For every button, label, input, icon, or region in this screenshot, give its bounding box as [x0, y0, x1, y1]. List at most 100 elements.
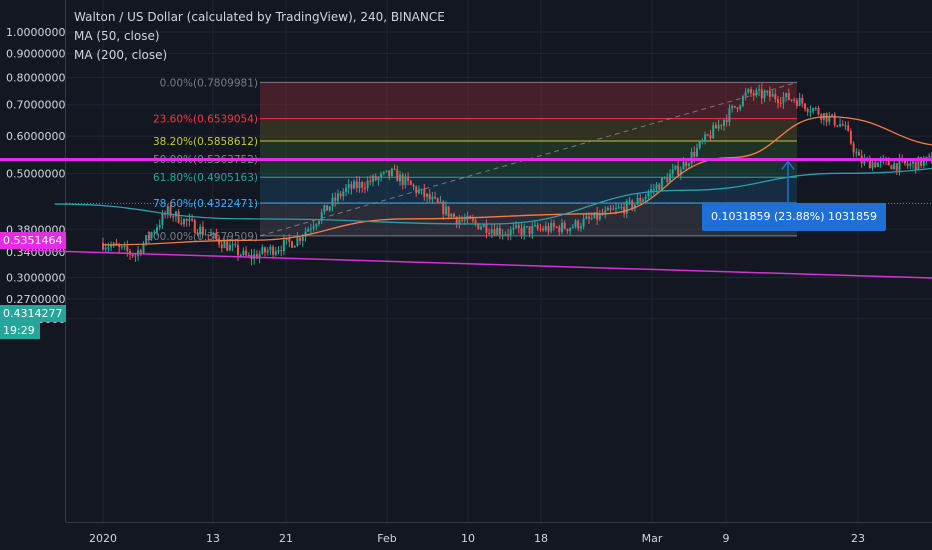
y-tick-label: 0.7000000	[6, 99, 66, 112]
x-tick-label: 9	[723, 532, 730, 545]
candle-body	[750, 89, 752, 94]
candle-body	[353, 181, 356, 189]
candle-body	[107, 247, 110, 249]
candle-body	[906, 163, 909, 166]
candle-body	[172, 216, 175, 218]
fib-zone	[260, 82, 797, 119]
candle-body	[145, 235, 148, 244]
candle-body	[447, 206, 450, 217]
candle-body	[280, 250, 283, 252]
candle-body	[912, 161, 914, 164]
ma200-legend[interactable]: MA (200, close)	[74, 48, 168, 62]
candle-body	[828, 115, 831, 122]
candle-body	[606, 207, 609, 211]
fib-level-label: 0.00%(0.7809981)	[160, 77, 258, 89]
candle-body	[833, 114, 836, 126]
candle-body	[760, 89, 763, 99]
candle-body	[118, 245, 121, 247]
x-tick-label: 21	[279, 532, 293, 545]
candle-body	[706, 134, 709, 136]
candle-body	[858, 152, 860, 156]
candle-body	[920, 157, 923, 166]
candle-body	[234, 244, 237, 246]
candle-body	[712, 125, 715, 139]
candle-body	[874, 162, 877, 167]
candle-body	[320, 212, 323, 221]
candle-body	[436, 198, 439, 203]
candle-body	[863, 158, 866, 164]
candle-body	[520, 228, 523, 235]
ma50-legend[interactable]: MA (50, close)	[74, 29, 160, 43]
support-trendline	[22, 249, 932, 279]
candle-body	[547, 226, 550, 232]
candle-body	[288, 238, 291, 242]
candle-body	[285, 238, 288, 240]
candle-body	[404, 176, 407, 185]
candle-body	[212, 232, 215, 235]
candle-body	[625, 200, 628, 214]
candle-body	[312, 226, 315, 229]
candle-body	[741, 96, 744, 106]
fib-level-label: 23.60%(0.6539054)	[153, 114, 258, 126]
candle-body	[687, 163, 690, 167]
candle-body	[733, 105, 736, 108]
candle-body	[617, 207, 620, 209]
fib-level-label: 61.80%(0.4905163)	[153, 172, 258, 184]
candle-body	[309, 228, 312, 230]
candle-body	[655, 184, 658, 189]
symbol-title[interactable]: Walton / US Dollar (calculated by Tradin…	[74, 10, 445, 24]
candle-body	[787, 92, 790, 100]
candle-body	[801, 97, 804, 104]
candle-body	[728, 108, 731, 123]
candle-body	[296, 237, 299, 246]
candle-body	[180, 222, 183, 225]
candle-body	[747, 89, 750, 93]
candle-body	[239, 255, 242, 257]
candle-body	[377, 177, 380, 181]
candle-body	[774, 94, 777, 100]
countdown-tag: 19:29	[0, 322, 40, 339]
candle-body	[147, 235, 150, 239]
candle-body	[123, 245, 126, 247]
candle-body	[493, 229, 496, 236]
candle-body	[455, 216, 458, 225]
candle-body	[274, 251, 277, 255]
candle-body	[639, 198, 642, 202]
candle-body	[150, 232, 153, 239]
candle-body	[323, 205, 326, 213]
x-tick-label: Feb	[377, 532, 396, 545]
candle-body	[717, 124, 720, 129]
x-tick-label: Mar	[642, 532, 663, 545]
candle-body	[102, 243, 104, 250]
candle-body	[758, 89, 761, 91]
candle-body	[917, 157, 920, 170]
candle-body	[458, 219, 461, 225]
candle-body	[793, 99, 796, 101]
candle-body	[139, 250, 142, 253]
candle-body	[582, 218, 585, 227]
candle-body	[577, 220, 580, 229]
candle-body	[612, 209, 615, 211]
candle-body	[914, 161, 917, 170]
candle-body	[363, 187, 366, 189]
candle-body	[399, 174, 401, 182]
candle-body	[161, 213, 164, 226]
candle-body	[266, 250, 269, 253]
candle-body	[679, 169, 682, 175]
candle-body	[903, 159, 906, 164]
candle-body	[804, 103, 806, 109]
candle-body	[401, 174, 404, 185]
y-tick-label: 1.0000000	[6, 26, 66, 39]
candle-body	[120, 246, 123, 248]
candle-body	[264, 247, 266, 253]
candle-body	[434, 196, 437, 199]
candle-body	[407, 176, 410, 181]
candle-body	[255, 254, 258, 259]
candle-body	[569, 228, 572, 232]
candle-body	[752, 93, 755, 96]
candle-body	[169, 206, 172, 217]
candle-body	[739, 105, 742, 110]
